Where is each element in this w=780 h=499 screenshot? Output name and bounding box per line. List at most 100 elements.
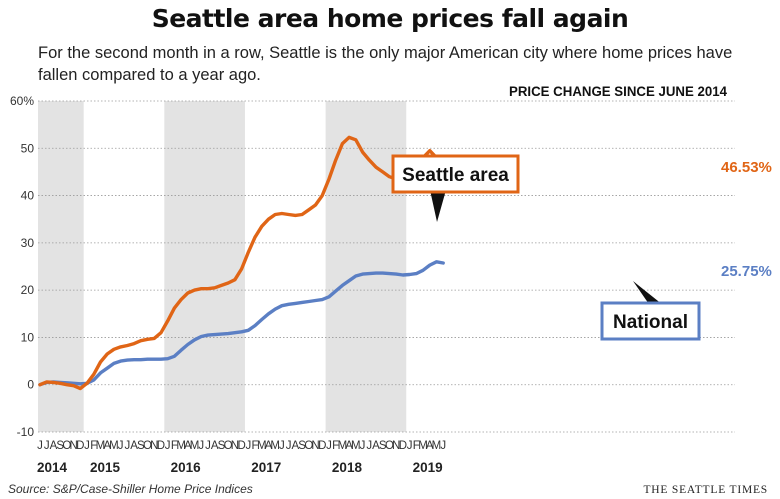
x-tick-label: F <box>413 440 420 452</box>
year-label: 2015 <box>90 460 121 475</box>
year-label: 2014 <box>37 460 68 475</box>
x-tick-label: J <box>440 440 446 452</box>
x-tick-label: A <box>103 440 111 452</box>
x-tick-label: F <box>332 440 339 452</box>
x-tick-label: M <box>257 440 267 452</box>
x-tick-label: S <box>379 440 387 452</box>
x-tick-label: J <box>279 440 285 452</box>
x-tick-label: D <box>318 440 326 452</box>
x-tick-label: A <box>265 440 273 452</box>
x-tick-label: N <box>311 440 319 452</box>
x-tick-label: J <box>205 440 211 452</box>
x-tick-label: M <box>96 440 106 452</box>
x-tick-label: A <box>292 440 300 452</box>
x-tick-label: N <box>69 440 77 452</box>
series-line-seattle <box>38 135 445 391</box>
x-tick-label: M <box>418 440 428 452</box>
national-callout: National <box>600 281 701 341</box>
x-tick-label: S <box>137 440 145 452</box>
national-callout-label: National <box>613 312 688 333</box>
y-tick-label: 20 <box>21 283 35 297</box>
x-tick-label: A <box>345 440 353 452</box>
x-tick-label: J <box>165 440 171 452</box>
x-tick-label: D <box>399 440 407 452</box>
y-tick-label: 10 <box>21 330 35 344</box>
x-tick-label: F <box>90 440 97 452</box>
x-tick-label: J <box>407 440 413 452</box>
national-end-value: 25.75% <box>721 263 772 280</box>
y-tick-label: 0 <box>27 378 34 392</box>
x-tick-label: M <box>176 440 186 452</box>
x-tick-label: A <box>426 440 434 452</box>
x-tick-label: J <box>118 440 124 452</box>
chart-title: Seattle area home prices fall again <box>151 4 629 33</box>
year-shading <box>38 101 407 432</box>
year-label: 2018 <box>332 460 363 475</box>
year-label: 2016 <box>171 460 202 475</box>
x-tick-label: J <box>44 440 50 452</box>
x-tick-label: A <box>372 440 380 452</box>
x-tick-label: A <box>184 440 192 452</box>
x-tick-label: F <box>171 440 178 452</box>
publisher-credit: THE SEATTLE TIMES <box>643 484 768 496</box>
y-axis-labels: 60% 50 40 30 20 10 0 -10 <box>10 94 34 439</box>
x-tick-label: O <box>143 440 152 452</box>
seattle-callout-pointer <box>430 190 446 222</box>
x-tick-label: N <box>231 440 239 452</box>
x-tick-label: J <box>84 440 90 452</box>
year-label: 2019 <box>413 460 443 475</box>
x-tick-label: M <box>190 440 200 452</box>
source-note: Source: S&P/Case-Shiller Home Price Indi… <box>8 482 253 496</box>
x-tick-label: A <box>211 440 219 452</box>
seattle-callout: Seattle area <box>391 154 520 222</box>
x-tick-label: J <box>360 440 366 452</box>
chart-subtitle: For the second month in a row, Seattle i… <box>38 44 733 84</box>
series-lines <box>38 135 445 391</box>
x-tick-label: D <box>157 440 165 452</box>
x-tick-label: N <box>150 440 158 452</box>
shade-band-2014 <box>38 101 84 432</box>
x-tick-label: A <box>130 440 138 452</box>
y-tick-label: 60% <box>10 94 34 108</box>
x-tick-label: S <box>218 440 226 452</box>
x-tick-label: S <box>298 440 306 452</box>
seattle-callout-label: Seattle area <box>402 165 509 186</box>
seattle-end-value: 46.53% <box>721 159 772 176</box>
x-tick-label: J <box>286 440 292 452</box>
x-axis-year-labels: 2014 2015 2016 2017 2018 2019 <box>37 460 443 475</box>
x-tick-label: J <box>245 440 251 452</box>
x-tick-label: J <box>37 440 43 452</box>
x-tick-label: D <box>237 440 245 452</box>
x-tick-label: J <box>366 440 372 452</box>
x-tick-label: M <box>351 440 361 452</box>
x-tick-label: O <box>304 440 313 452</box>
x-tick-label: M <box>432 440 442 452</box>
series-line-national <box>38 260 445 387</box>
x-tick-label: J <box>326 440 332 452</box>
y-tick-label: 40 <box>21 189 35 203</box>
x-tick-label: N <box>392 440 400 452</box>
x-tick-label: M <box>270 440 280 452</box>
x-tick-label: M <box>338 440 348 452</box>
national-callout-box <box>600 301 701 341</box>
y-tick-label: 50 <box>21 141 35 155</box>
y-tick-label: 30 <box>21 236 35 250</box>
seattle-callout-box <box>391 154 520 194</box>
x-tick-label: M <box>109 440 119 452</box>
x-tick-label: O <box>62 440 71 452</box>
shade-band-2018 <box>325 101 407 432</box>
x-tick-label: F <box>252 440 259 452</box>
x-tick-label: A <box>50 440 58 452</box>
panel-label: PRICE CHANGE SINCE JUNE 2014 <box>509 84 727 99</box>
shade-band-2016 <box>164 101 245 432</box>
x-tick-label: D <box>76 440 84 452</box>
x-tick-label: S <box>56 440 64 452</box>
y-tick-label: -10 <box>17 425 35 439</box>
year-label: 2017 <box>251 460 281 475</box>
x-tick-label: J <box>124 440 130 452</box>
x-tick-label: O <box>224 440 233 452</box>
x-tick-label: O <box>385 440 394 452</box>
x-tick-label: J <box>198 440 204 452</box>
